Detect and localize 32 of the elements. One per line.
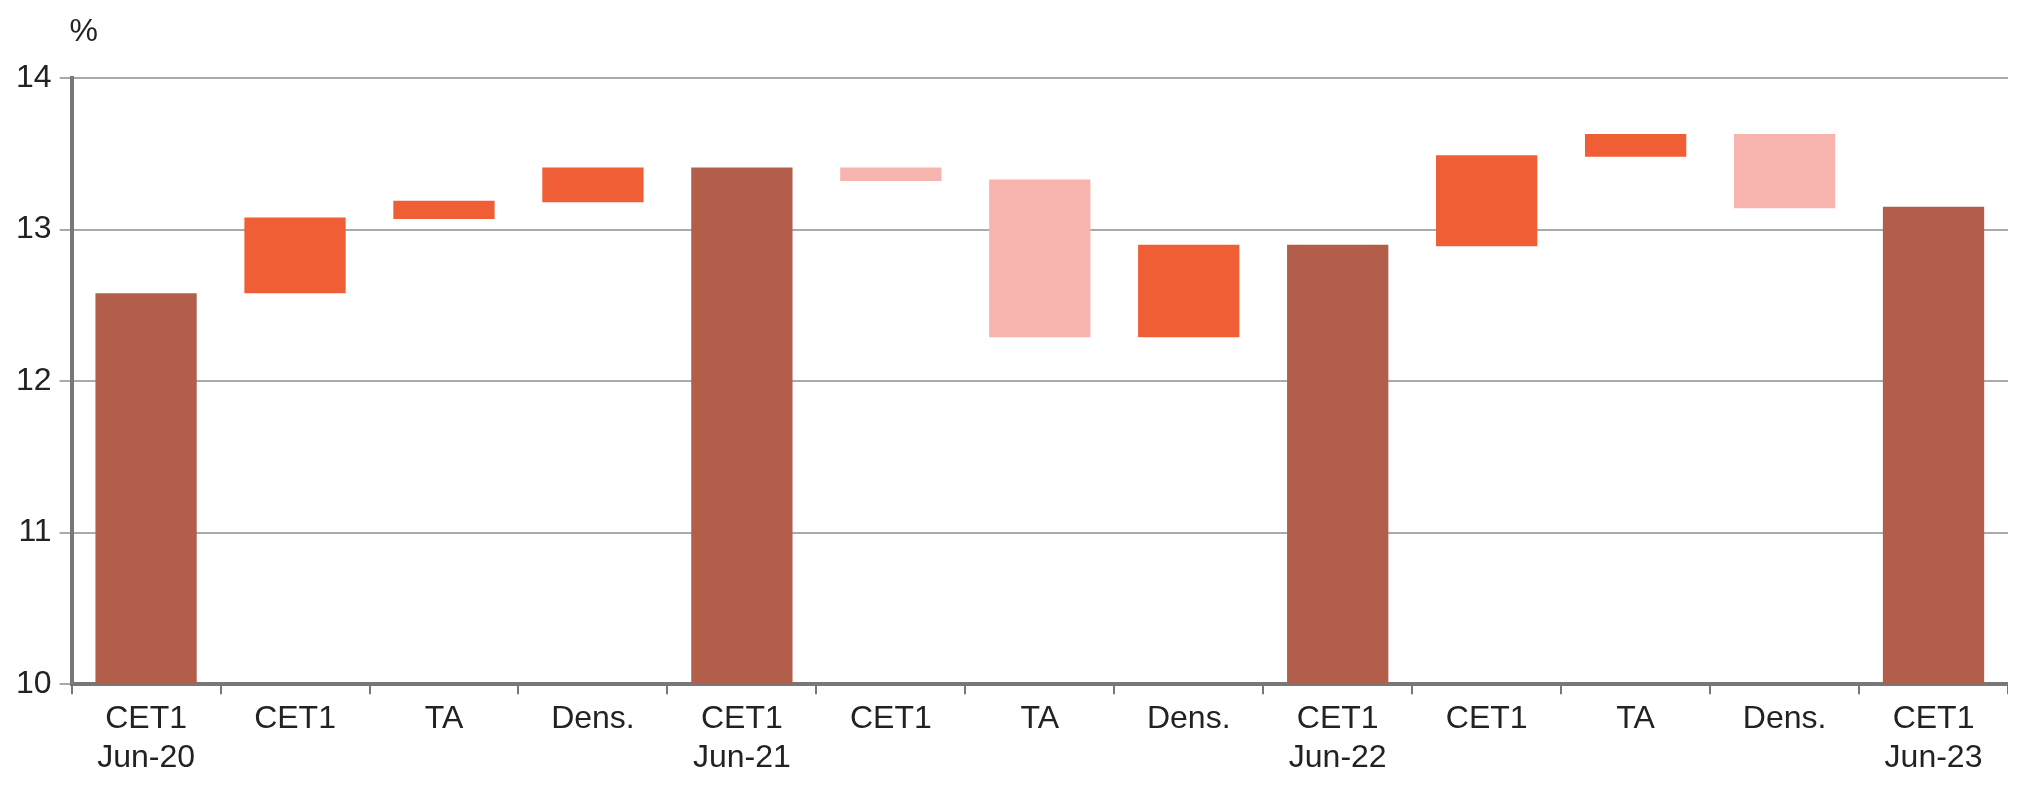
bar bbox=[840, 167, 942, 182]
bar bbox=[1138, 244, 1240, 338]
bar bbox=[1733, 134, 1836, 209]
y-tick-label: 10 bbox=[16, 664, 52, 701]
x-tick-label: CET1 bbox=[1445, 699, 1528, 736]
y-tick-label: 14 bbox=[16, 57, 52, 94]
bar bbox=[95, 293, 197, 685]
x-tick-label: CET1 bbox=[254, 699, 336, 736]
y-tick-label: 12 bbox=[16, 360, 52, 397]
x-tick-label: TA bbox=[424, 699, 464, 736]
bar bbox=[1584, 134, 1687, 157]
x-tick-label: Dens. bbox=[1146, 699, 1231, 736]
bar bbox=[542, 167, 644, 203]
x-tick-label: TA bbox=[1020, 699, 1060, 736]
x-tick-label: CET1 Jun-22 bbox=[1288, 699, 1387, 774]
x-tick-label: Dens. bbox=[551, 699, 635, 736]
y-tick-label: 13 bbox=[16, 209, 52, 246]
bar bbox=[989, 179, 1091, 338]
x-tick-label: CET1 Jun-21 bbox=[692, 699, 791, 774]
bar bbox=[244, 217, 346, 294]
x-tick-label: CET1 bbox=[849, 699, 932, 736]
y-tick-label: 11 bbox=[18, 512, 52, 549]
bar bbox=[1436, 155, 1538, 247]
bar bbox=[691, 167, 793, 685]
bar bbox=[393, 200, 495, 219]
bar bbox=[1882, 206, 1985, 685]
x-tick-label: Dens. bbox=[1742, 699, 1827, 736]
y-axis-title: % bbox=[69, 11, 98, 48]
x-tick-label: CET1 Jun-23 bbox=[1884, 699, 1983, 774]
x-tick-label: CET1 Jun-20 bbox=[97, 699, 195, 774]
bar bbox=[1287, 244, 1389, 685]
x-tick-label: TA bbox=[1616, 699, 1656, 736]
